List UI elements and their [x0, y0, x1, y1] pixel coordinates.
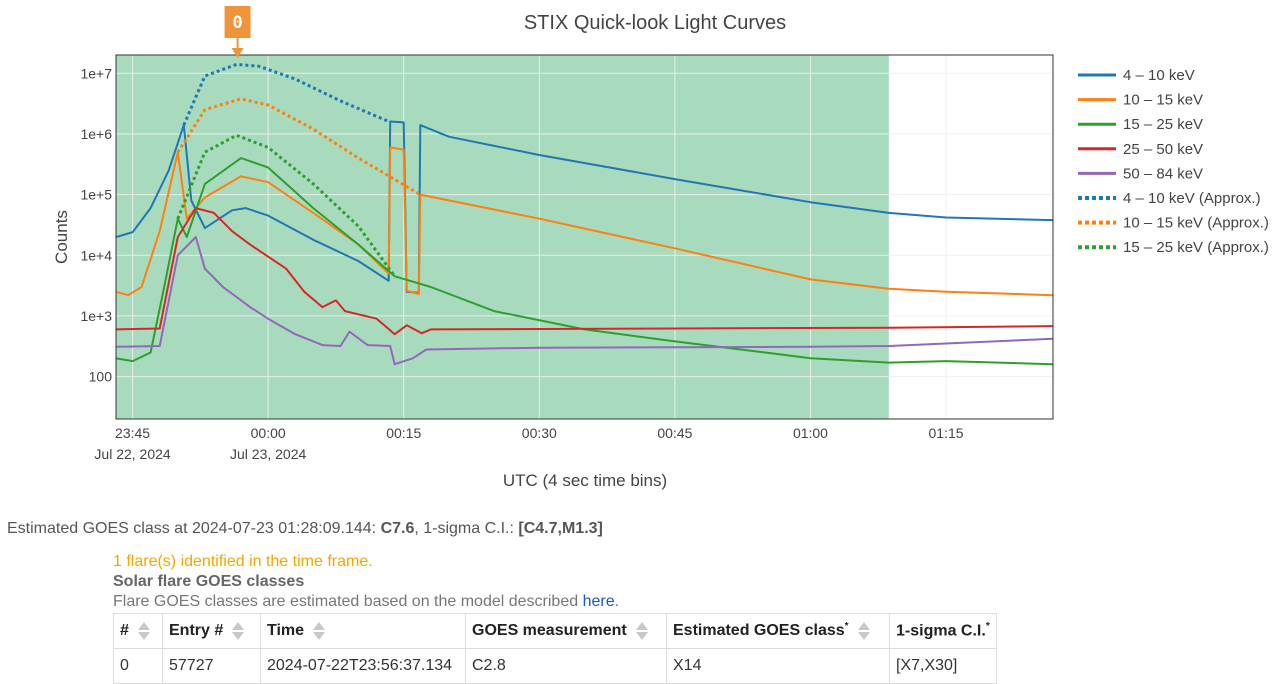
desc-suffix: .	[614, 593, 620, 610]
table-row[interactable]: 0 57727 2024-07-22T23:56:37.134 C2.8 X14…	[113, 648, 997, 684]
footnote-star: *	[844, 620, 849, 632]
cell-goes: C2.8	[465, 648, 667, 684]
col-goes-label: GOES measurement	[472, 622, 627, 640]
flare-marker-arrow	[231, 48, 244, 58]
series-line-2	[116, 157, 1053, 366]
light-curves-chart: 100 1e+3 1e+4 1e+5 1e+6 1e+7 23:45 Jul 22, 2024…	[52, 6, 1269, 490]
legend-label-7: 15 – 25 keV (Approx.)	[1123, 239, 1269, 256]
series-group	[116, 62, 1053, 366]
series-line-4	[116, 236, 1053, 366]
legend-label-6: 10 – 15 keV (Approx.)	[1123, 215, 1269, 232]
x-tick-label: 23:45	[115, 425, 150, 441]
flare-table-title: Solar flare GOES classes	[113, 573, 305, 590]
col-index-label: #	[120, 622, 129, 640]
flare-table: # Entry # Time GOES measurement Estimate…	[113, 613, 997, 684]
legend-label-1: 10 – 15 keV	[1123, 92, 1203, 109]
x-axis-title: UTC (4 sec time bins)	[503, 471, 667, 490]
goes-estimate-class: C7.6	[380, 520, 415, 537]
sort-icon[interactable]	[312, 620, 326, 642]
sort-icon[interactable]	[231, 620, 245, 642]
y-tick-label: 1e+6	[80, 126, 112, 142]
y-tick-label: 1e+3	[80, 308, 112, 324]
goes-estimate-ci: [C4.7,M1.3]	[518, 520, 603, 537]
x-tick-label: 01:00	[793, 425, 828, 441]
col-estimated-class[interactable]: Estimated GOES class*	[666, 613, 890, 649]
col-index[interactable]: #	[113, 613, 163, 649]
chart-title: STIX Quick-look Light Curves	[524, 12, 786, 34]
cell-estimated: X14	[666, 648, 890, 684]
x-tick-label: 00:00	[251, 425, 286, 441]
model-here-link[interactable]: here	[582, 593, 615, 610]
legend-label-4: 50 – 84 keV	[1123, 165, 1203, 182]
flare-time-region	[116, 55, 889, 419]
series-line-5	[182, 62, 390, 126]
y-tick-label: 1e+7	[80, 65, 112, 81]
series-line-3	[116, 207, 1053, 336]
y-axis-title: Counts	[52, 210, 71, 264]
goes-estimate-mid: , 1-sigma C.I.:	[414, 520, 519, 537]
x-tick-date: Jul 22, 2024	[94, 446, 170, 462]
cell-entry: 57727	[162, 648, 261, 684]
col-ci-label: 1-sigma C.I.	[896, 622, 986, 640]
legend-label-5: 4 – 10 keV (Approx.)	[1123, 190, 1261, 207]
goes-estimate-prefix: Estimated GOES class at 2024-07-23 01:28…	[7, 520, 381, 537]
flare-panel: 1 flare(s) identified in the time frame.…	[113, 552, 1013, 684]
y-tick-label: 1e+5	[80, 187, 112, 203]
series-line-6	[176, 97, 422, 196]
legend-label-0: 4 – 10 keV	[1123, 67, 1195, 84]
col-time-label: Time	[267, 622, 305, 640]
col-ci[interactable]: 1-sigma C.I.*	[889, 613, 997, 649]
y-tick-label: 100	[89, 369, 113, 385]
series-line-1	[116, 146, 1053, 297]
x-tick-date: Jul 23, 2024	[230, 446, 306, 462]
sort-icon[interactable]	[857, 620, 871, 642]
x-tick-label: 01:15	[929, 425, 964, 441]
flare-table-description: Flare GOES classes are estimated based o…	[113, 592, 1013, 612]
goes-estimate-line: Estimated GOES class at 2024-07-23 01:28…	[7, 520, 603, 538]
footnote-star: *	[985, 621, 990, 633]
col-estimated-label: Estimated GOES class	[673, 622, 845, 640]
cell-index: 0	[113, 648, 163, 684]
legend-label-2: 15 – 25 keV	[1123, 116, 1203, 133]
plot-frame	[115, 54, 1054, 420]
x-tick-label: 00:15	[386, 425, 421, 441]
y-tick-label: 1e+4	[80, 247, 112, 263]
col-goes-measurement[interactable]: GOES measurement	[465, 613, 667, 649]
x-tick-label: 00:45	[657, 425, 692, 441]
x-tick-label: 00:30	[522, 425, 557, 441]
desc-prefix: Flare GOES classes are estimated based o…	[113, 593, 583, 610]
sort-icon[interactable]	[635, 620, 649, 642]
flare-marker-label: 0	[232, 13, 242, 33]
col-entry[interactable]: Entry #	[162, 613, 261, 649]
flares-found-message: 1 flare(s) identified in the time frame.	[113, 553, 373, 570]
sort-icon[interactable]	[137, 620, 151, 642]
col-entry-label: Entry #	[169, 622, 224, 640]
flare-marker-box	[224, 6, 251, 38]
cell-ci: [X7,X30]	[889, 648, 997, 684]
cell-time: 2024-07-22T23:56:37.134	[260, 648, 466, 684]
col-time[interactable]: Time	[260, 613, 466, 649]
legend-label-3: 25 – 50 keV	[1123, 141, 1203, 158]
